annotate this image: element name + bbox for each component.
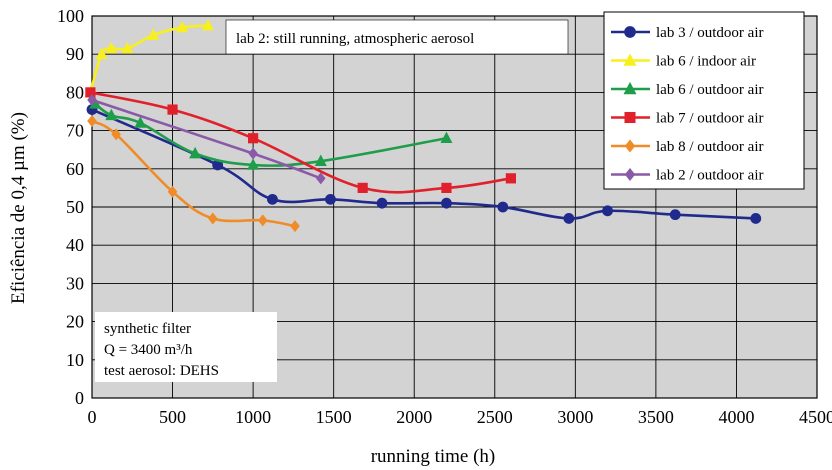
data-point	[248, 147, 258, 160]
data-point	[290, 220, 300, 233]
data-point	[147, 28, 160, 40]
data-point	[441, 197, 452, 209]
data-point	[314, 154, 327, 166]
data-point	[105, 41, 118, 54]
data-point	[563, 213, 575, 224]
data-point	[95, 47, 108, 59]
legend-item: lab 3 / outdoor air	[611, 25, 763, 41]
data-point	[105, 108, 118, 121]
x-tick-label: 0	[88, 407, 97, 427]
series-4	[87, 115, 300, 233]
data-point	[325, 193, 336, 205]
series-3	[85, 87, 516, 194]
x-tick-label: 500	[159, 407, 186, 427]
legend-marker	[624, 26, 636, 38]
annotation-filter-line: synthetic filter	[104, 321, 191, 337]
legend-item: lab 6 / indoor air	[611, 53, 756, 70]
series-0	[86, 104, 762, 224]
y-tick-label: 10	[66, 350, 84, 370]
data-point	[89, 97, 102, 109]
y-tick-label: 100	[57, 6, 84, 26]
x-tick-label: 3000	[557, 407, 593, 427]
y-tick-label: 30	[66, 273, 84, 293]
data-point	[134, 116, 147, 128]
data-point	[167, 104, 178, 115]
series-5	[87, 94, 326, 185]
x-tick-label: 1500	[316, 407, 352, 427]
data-point	[497, 201, 509, 213]
data-point	[167, 185, 178, 198]
legend-marker	[624, 139, 636, 153]
x-tick-label: 3500	[638, 407, 674, 427]
data-point	[176, 20, 189, 33]
legend-label: lab 7 / outdoor air	[656, 111, 763, 127]
legend-label: lab 2 / outdoor air	[656, 168, 763, 184]
data-point	[505, 173, 516, 184]
data-point	[357, 182, 368, 193]
data-point	[440, 131, 453, 144]
data-point	[376, 197, 388, 209]
data-point	[111, 128, 121, 141]
legend-label: lab 6 / indoor air	[656, 54, 756, 70]
data-point	[315, 172, 326, 185]
series-line	[90, 98, 323, 180]
y-tick-label: 70	[66, 121, 84, 141]
legend-marker	[624, 168, 636, 181]
data-point	[750, 213, 762, 224]
data-point	[669, 209, 681, 221]
x-tick-label: 4500	[799, 407, 832, 427]
data-point	[87, 115, 97, 128]
data-point	[441, 182, 452, 193]
y-tick-label: 80	[66, 82, 84, 102]
data-point	[248, 133, 259, 144]
annotation-lab2-note: lab 2: still running, atmospheric aeroso…	[225, 19, 569, 55]
data-point	[267, 193, 278, 205]
y-tick-label: 60	[66, 159, 84, 179]
data-point	[87, 94, 97, 107]
legend-label: lab 3 / outdoor air	[656, 25, 763, 41]
data-point	[257, 214, 268, 227]
data-point	[121, 41, 134, 54]
legend-item: lab 2 / outdoor air	[611, 168, 763, 184]
legend-label: lab 8 / outdoor air	[656, 139, 763, 155]
annotation-aerosol-line: test aerosol: DEHS	[104, 363, 219, 379]
series-2	[89, 97, 453, 170]
y-tick-label: 90	[66, 44, 84, 64]
annotation-lab2-text: lab 2: still running, atmospheric aeroso…	[236, 31, 474, 47]
legend-label: lab 6 / outdoor air	[656, 82, 763, 98]
data-point	[247, 158, 260, 170]
y-tick-label: 20	[66, 312, 84, 332]
legend-item: lab 6 / outdoor air	[611, 81, 763, 98]
x-axis-title: running time (h)	[371, 446, 496, 467]
y-tick-label: 50	[66, 197, 84, 217]
data-point	[208, 212, 218, 225]
x-tick-label: 2000	[396, 407, 432, 427]
y-tick-label: 40	[66, 235, 84, 255]
data-point	[602, 205, 613, 217]
legend-item: lab 7 / outdoor air	[611, 111, 763, 127]
x-tick-label: 4000	[718, 407, 754, 427]
x-tick-label: 1000	[235, 407, 271, 427]
data-point	[189, 146, 202, 159]
legend-marker	[624, 111, 636, 124]
y-tick-label: 0	[75, 388, 84, 408]
data-point	[202, 18, 214, 31]
legend-marker	[623, 81, 637, 95]
y-axis-title: Eficiência de 0,4 µm (%)	[8, 112, 29, 304]
series-1	[84, 18, 214, 98]
legend-item: lab 8 / outdoor air	[611, 139, 763, 155]
legend-marker	[623, 53, 637, 66]
annotation-flow-line: Q = 3400 m³/h	[104, 342, 193, 358]
annotation-filter-info: synthetic filter Q = 3400 m³/h test aero…	[95, 312, 277, 382]
chart-legend: lab 3 / outdoor air lab 6 / indoor air lab…	[603, 11, 805, 190]
data-point	[85, 87, 96, 98]
x-tick-label: 2500	[477, 407, 513, 427]
